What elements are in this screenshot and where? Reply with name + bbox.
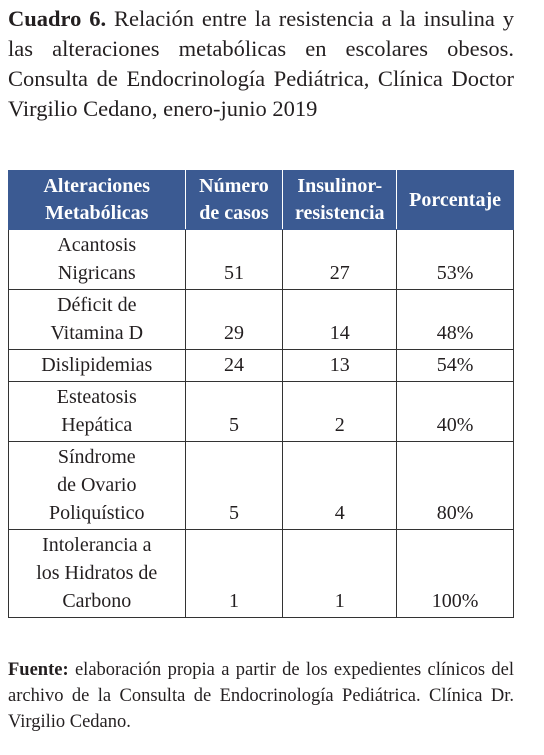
row-label: Síndrome de Ovario Poliquístico: [8, 441, 186, 530]
row-label: Dislipidemias: [8, 349, 186, 382]
table-cell: 5: [184, 381, 284, 442]
table-cell: 40%: [396, 381, 514, 442]
table-cell: 24: [184, 349, 284, 382]
table-header: Alteraciones Metabólicas Número de casos I…: [8, 170, 514, 230]
header-row: Alteraciones Metabólicas Número de casos I…: [8, 170, 514, 230]
table-row: Dislipidemias 24 13 54%: [8, 349, 514, 382]
table-row: Acantosis Nigricans 51 27 53%: [8, 229, 514, 290]
table-row: Intolerancia a los Hidratos de Carbono 1 1…: [8, 529, 514, 618]
header-cell: Alteraciones Metabólicas: [8, 170, 186, 230]
table-cell: 48%: [396, 289, 514, 350]
row-label: Intolerancia a los Hidratos de Carbono: [8, 529, 186, 618]
table-row: Esteatosis Hepática 5 2 40%: [8, 381, 514, 442]
table: Alteraciones Metabólicas Número de casos I…: [8, 170, 514, 618]
table-row: Síndrome de Ovario Poliquístico 5 4 80%: [8, 441, 514, 530]
table-body: Acantosis Nigricans 51 27 53% Déficit de Vit…: [8, 229, 514, 618]
row-label: Déficit de Vitamina D: [8, 289, 186, 350]
header-cell: Porcentaje: [396, 170, 514, 230]
caption-text: Relación entre la resistencia a la insul…: [8, 6, 514, 121]
caption-label: Cuadro 6.: [8, 6, 107, 31]
row-label: Esteatosis Hepática: [8, 381, 186, 442]
source-text: elaboración propia a partir de los exped…: [8, 660, 515, 732]
table-cell: 2: [282, 381, 398, 442]
table-cell: 100%: [396, 529, 514, 618]
table-cell: 13: [282, 349, 398, 382]
source-label: Fuente:: [8, 660, 69, 680]
table-cell: 51: [184, 229, 284, 290]
table-cell: 29: [184, 289, 284, 350]
table-cell: 1: [184, 529, 284, 618]
table-cell: 5: [184, 441, 284, 530]
table-cell: 80%: [396, 441, 514, 530]
caption: Cuadro 6. Relación entre la resistencia …: [8, 4, 514, 124]
table-cell: 27: [282, 229, 398, 290]
row-label: Acantosis Nigricans: [8, 229, 186, 290]
table-row: Déficit de Vitamina D 29 14 48%: [8, 289, 514, 350]
table-cell: 4: [282, 441, 398, 530]
header-cell: Insulinor- resistencia: [282, 170, 398, 230]
table-cell: 1: [282, 529, 398, 618]
source: Fuente: elaboración propia a partir de l…: [8, 657, 514, 735]
table-cell: 53%: [396, 229, 514, 290]
table-cell: 54%: [396, 349, 514, 382]
header-cell: Número de casos: [184, 170, 284, 230]
table-cell: 14: [282, 289, 398, 350]
